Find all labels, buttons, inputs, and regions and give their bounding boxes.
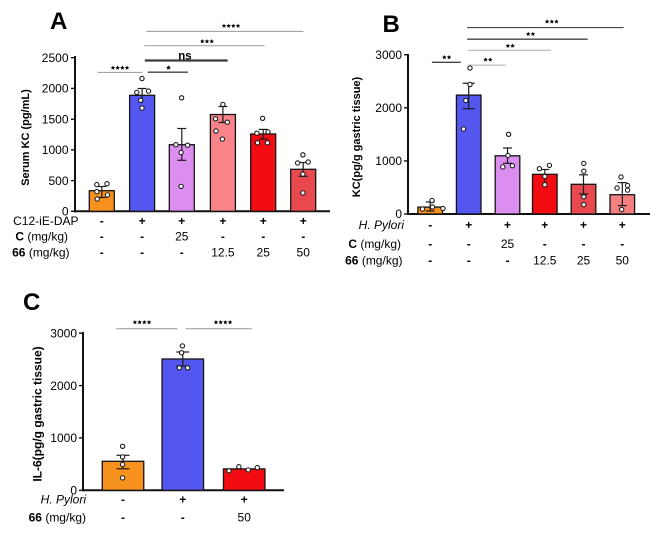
svg-text:2000: 2000	[50, 379, 77, 393]
svg-text:-: -	[181, 511, 185, 525]
svg-text:0: 0	[395, 207, 402, 221]
svg-text:C12-iE-DAP: C12-iE-DAP	[13, 214, 78, 228]
svg-text:-: -	[467, 237, 471, 251]
svg-text:25: 25	[175, 230, 189, 244]
svg-text:1000: 1000	[375, 154, 402, 168]
svg-text:50: 50	[297, 246, 311, 260]
svg-text:0: 0	[70, 484, 77, 498]
svg-text:-: -	[121, 493, 125, 507]
svg-text:1000: 1000	[50, 431, 77, 445]
svg-text:A: A	[50, 8, 67, 35]
svg-text:-: -	[428, 254, 432, 268]
svg-text:50: 50	[238, 511, 252, 525]
svg-text:66 (mg/kg): 66 (mg/kg)	[29, 511, 86, 525]
svg-text:+: +	[139, 214, 146, 228]
svg-text:500: 500	[48, 174, 68, 188]
svg-text:-: -	[221, 230, 225, 244]
svg-text:+: +	[541, 218, 548, 232]
svg-text:-: -	[543, 237, 547, 251]
svg-text:C (mg/kg): C (mg/kg)	[15, 230, 68, 244]
svg-text:+: +	[300, 214, 307, 228]
svg-text:2500: 2500	[42, 51, 69, 65]
svg-text:C: C	[23, 289, 40, 316]
svg-text:KC(pg/g gastric tissue): KC(pg/g gastric tissue)	[351, 76, 363, 197]
svg-text:66 (mg/kg): 66 (mg/kg)	[345, 254, 402, 268]
svg-text:2000: 2000	[375, 101, 402, 115]
svg-text:1000: 1000	[42, 143, 69, 157]
svg-text:-: -	[140, 230, 144, 244]
svg-text:-: -	[620, 237, 624, 251]
svg-text:+: +	[219, 214, 226, 228]
svg-text:-: -	[100, 230, 104, 244]
svg-text:+: +	[619, 218, 626, 232]
svg-text:-: -	[467, 254, 471, 268]
svg-text:+: +	[260, 214, 267, 228]
svg-text:H. Pylori: H. Pylori	[359, 218, 405, 232]
svg-text:1500: 1500	[42, 112, 69, 126]
svg-text:-: -	[100, 246, 104, 260]
svg-text:+: +	[179, 493, 186, 507]
svg-text:+: +	[465, 218, 472, 232]
svg-text:-: -	[121, 511, 125, 525]
svg-text:-: -	[506, 254, 510, 268]
svg-text:12.5: 12.5	[211, 246, 235, 260]
svg-text:25: 25	[501, 237, 515, 251]
svg-text:Serum KC (pg/mL): Serum KC (pg/mL)	[20, 89, 32, 186]
svg-text:-: -	[180, 246, 184, 260]
svg-text:66 (mg/kg): 66 (mg/kg)	[12, 246, 69, 260]
svg-text:+: +	[580, 218, 587, 232]
svg-text:-: -	[100, 214, 104, 228]
svg-text:12.5: 12.5	[533, 254, 557, 268]
svg-text:-: -	[140, 246, 144, 260]
svg-text:2000: 2000	[42, 82, 69, 96]
svg-text:+: +	[178, 214, 185, 228]
svg-text:25: 25	[257, 246, 271, 260]
svg-text:B: B	[383, 11, 400, 38]
svg-text:-: -	[261, 230, 265, 244]
svg-text:0: 0	[62, 205, 69, 219]
svg-text:+: +	[241, 493, 248, 507]
svg-text:3000: 3000	[50, 326, 77, 340]
svg-text:-: -	[428, 218, 432, 232]
svg-text:C (mg/kg): C (mg/kg)	[348, 237, 401, 251]
svg-text:IL-6(pg/g gastric tissue): IL-6(pg/g gastric tissue)	[31, 346, 45, 481]
svg-text:-: -	[582, 237, 586, 251]
svg-text:3000: 3000	[375, 48, 402, 62]
svg-text:ns: ns	[178, 51, 191, 63]
svg-text:50: 50	[616, 254, 630, 268]
svg-text:-: -	[301, 230, 305, 244]
svg-text:+: +	[504, 218, 511, 232]
svg-text:H. Pylori: H. Pylori	[41, 493, 87, 507]
svg-text:25: 25	[577, 254, 591, 268]
svg-text:-: -	[428, 237, 432, 251]
